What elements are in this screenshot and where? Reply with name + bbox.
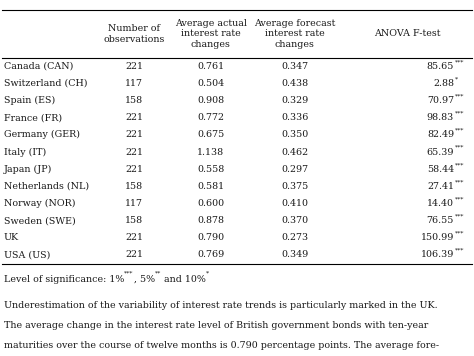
Text: 0.350: 0.350 [281, 130, 309, 139]
Text: Spain (ES): Spain (ES) [4, 96, 55, 105]
Text: 0.370: 0.370 [281, 216, 309, 225]
Text: 0.410: 0.410 [282, 199, 308, 208]
Text: 0.336: 0.336 [281, 113, 309, 122]
Text: 150.99: 150.99 [421, 233, 454, 242]
Text: 70.97: 70.97 [427, 96, 454, 105]
Text: 0.761: 0.761 [197, 62, 225, 71]
Text: *: * [206, 271, 209, 276]
Text: 0.600: 0.600 [197, 199, 225, 208]
Text: ***: *** [455, 145, 464, 150]
Text: Level of significance: 1%: Level of significance: 1% [4, 275, 124, 284]
Text: ***: *** [455, 111, 464, 116]
Text: Average forecast
interest rate
changes: Average forecast interest rate changes [254, 19, 336, 49]
Text: ***: *** [455, 214, 464, 219]
Text: Japan (JP): Japan (JP) [4, 164, 52, 174]
Text: ***: *** [455, 162, 464, 167]
Text: 221: 221 [125, 233, 143, 242]
Text: 0.297: 0.297 [281, 165, 309, 174]
Text: 221: 221 [125, 147, 143, 157]
Text: 0.878: 0.878 [198, 216, 224, 225]
Text: 0.581: 0.581 [197, 182, 225, 191]
Text: 117: 117 [125, 199, 143, 208]
Text: 0.558: 0.558 [197, 165, 225, 174]
Text: ***: *** [455, 59, 464, 64]
Text: **: ** [155, 271, 161, 276]
Text: Norway (NOR): Norway (NOR) [4, 199, 75, 208]
Text: 76.55: 76.55 [427, 216, 454, 225]
Text: Germany (GER): Germany (GER) [4, 130, 80, 140]
Text: 58.44: 58.44 [427, 165, 454, 174]
Text: Average actual
interest rate
changes: Average actual interest rate changes [175, 19, 247, 49]
Text: 117: 117 [125, 79, 143, 88]
Text: 98.83: 98.83 [427, 113, 454, 122]
Text: ***: *** [124, 271, 134, 276]
Text: 158: 158 [125, 216, 143, 225]
Text: 0.273: 0.273 [281, 233, 309, 242]
Text: Canada (CAN): Canada (CAN) [4, 62, 73, 71]
Text: 221: 221 [125, 62, 143, 71]
Text: , 5%: , 5% [134, 275, 155, 284]
Text: ***: *** [455, 128, 464, 133]
Text: UK: UK [4, 233, 19, 242]
Text: Number of
observations: Number of observations [103, 24, 165, 43]
Text: USA (US): USA (US) [4, 251, 50, 260]
Text: 82.49: 82.49 [427, 130, 454, 139]
Text: 0.675: 0.675 [197, 130, 225, 139]
Text: 0.462: 0.462 [281, 147, 309, 157]
Text: ***: *** [455, 248, 464, 253]
Text: 158: 158 [125, 96, 143, 105]
Text: 0.329: 0.329 [281, 96, 309, 105]
Text: Underestimation of the variability of interest rate trends is particularly marke: Underestimation of the variability of in… [4, 301, 438, 310]
Text: 221: 221 [125, 113, 143, 122]
Text: Netherlands (NL): Netherlands (NL) [4, 182, 89, 191]
Text: The average change in the interest rate level of British government bonds with t: The average change in the interest rate … [4, 321, 428, 330]
Text: ***: *** [455, 197, 464, 201]
Text: ***: *** [455, 231, 464, 236]
Text: Italy (IT): Italy (IT) [4, 147, 46, 157]
Text: 27.41: 27.41 [427, 182, 454, 191]
Text: 0.438: 0.438 [281, 79, 309, 88]
Text: Switzerland (CH): Switzerland (CH) [4, 79, 87, 88]
Text: ***: *** [455, 93, 464, 98]
Text: 0.769: 0.769 [197, 251, 225, 260]
Text: 65.39: 65.39 [427, 147, 454, 157]
Text: 0.349: 0.349 [281, 251, 309, 260]
Text: ANOVA F-test: ANOVA F-test [374, 29, 441, 38]
Text: Sweden (SWE): Sweden (SWE) [4, 216, 75, 225]
Text: 0.504: 0.504 [197, 79, 225, 88]
Text: 2.88: 2.88 [433, 79, 454, 88]
Text: 158: 158 [125, 182, 143, 191]
Text: 0.347: 0.347 [281, 62, 309, 71]
Text: maturities over the course of twelve months is 0.790 percentage points. The aver: maturities over the course of twelve mon… [4, 341, 439, 350]
Text: 0.908: 0.908 [197, 96, 225, 105]
Text: 0.790: 0.790 [197, 233, 225, 242]
Text: and 10%: and 10% [161, 275, 206, 284]
Text: 221: 221 [125, 165, 143, 174]
Text: 0.375: 0.375 [281, 182, 309, 191]
Text: *: * [455, 76, 458, 81]
Text: 14.40: 14.40 [427, 199, 454, 208]
Text: 221: 221 [125, 130, 143, 139]
Text: 1.138: 1.138 [197, 147, 225, 157]
Text: France (FR): France (FR) [4, 113, 62, 122]
Text: 0.772: 0.772 [198, 113, 224, 122]
Text: 85.65: 85.65 [427, 62, 454, 71]
Text: ***: *** [455, 179, 464, 184]
Text: 221: 221 [125, 251, 143, 260]
Text: 106.39: 106.39 [421, 251, 454, 260]
